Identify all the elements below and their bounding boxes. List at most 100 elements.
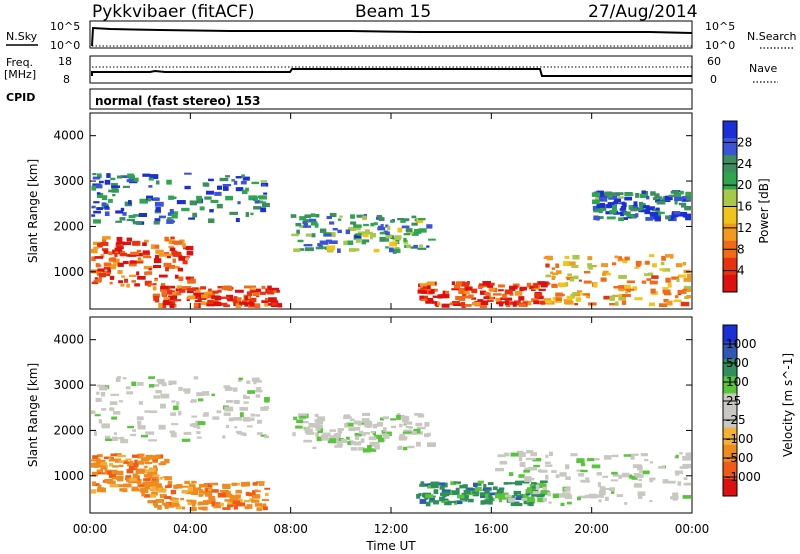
velocity-cell xyxy=(193,499,197,504)
power-cell xyxy=(468,294,474,299)
power-cell xyxy=(216,203,223,209)
velocity-cell xyxy=(362,412,371,417)
velocity-cell xyxy=(353,420,361,425)
power-cell xyxy=(649,280,658,285)
velocity-cell xyxy=(345,422,354,427)
velocity-cell xyxy=(169,497,176,501)
power-cell xyxy=(127,173,135,178)
power-cell xyxy=(93,210,101,214)
power-cell xyxy=(122,212,127,216)
power-cell xyxy=(495,297,502,302)
velocity-cell xyxy=(397,414,405,420)
power-cell xyxy=(163,299,170,304)
velocity-cell xyxy=(524,501,530,505)
power-cell xyxy=(403,237,407,242)
power-cell xyxy=(680,204,686,208)
power-cell xyxy=(441,303,450,308)
velocity-cell xyxy=(178,386,183,391)
velocity-cell xyxy=(222,484,231,489)
power-cell xyxy=(187,295,196,300)
velocity-cell xyxy=(426,442,436,448)
velocity-cell xyxy=(123,461,130,464)
x-tick-label: 12:00 xyxy=(374,522,409,536)
x-tick-label: 00:00 xyxy=(73,522,108,536)
power-cell xyxy=(617,192,624,196)
velocity-cell xyxy=(668,480,676,484)
power-cell xyxy=(658,196,662,200)
power-cell xyxy=(686,294,691,299)
power-cell xyxy=(304,247,314,252)
velocity-cell xyxy=(580,469,588,473)
power-cell xyxy=(100,254,105,258)
power-cell xyxy=(566,295,573,301)
velocity-cell xyxy=(584,494,594,499)
velocity-cell xyxy=(243,401,249,404)
power-cell xyxy=(206,303,215,306)
power-cell xyxy=(168,295,178,301)
velocity-cell xyxy=(130,433,137,437)
velocity-cell xyxy=(228,417,234,422)
power-cell xyxy=(92,241,101,245)
power-cell xyxy=(651,275,659,279)
power-cell xyxy=(624,284,631,289)
power-cell xyxy=(168,195,174,200)
power-cell xyxy=(176,200,186,205)
power-cell xyxy=(131,280,136,283)
velocity-cell xyxy=(225,399,234,403)
velocity-cell xyxy=(672,492,679,497)
velocity-cell xyxy=(211,393,216,397)
power-cell xyxy=(319,228,327,233)
velocity-cell xyxy=(147,482,151,486)
velocity-cell xyxy=(308,422,316,428)
power-cell xyxy=(498,301,506,304)
velocity-cell xyxy=(524,477,532,482)
velocity-cell xyxy=(93,431,98,436)
velocity-cell xyxy=(489,492,497,496)
velocity-cell xyxy=(203,412,209,415)
power-cell xyxy=(91,185,97,191)
power-cell xyxy=(686,196,691,201)
velocity-cell xyxy=(148,384,155,388)
power-cell xyxy=(602,272,607,276)
power-cell xyxy=(91,256,96,262)
power-cell xyxy=(664,195,673,201)
velocity-cell xyxy=(264,487,271,490)
velocity-cell xyxy=(198,501,204,506)
power-cell xyxy=(526,282,532,288)
power-cell xyxy=(431,301,438,304)
velocity-cell xyxy=(300,421,309,424)
power-cell xyxy=(184,185,191,190)
velocity-cell xyxy=(370,448,377,452)
velocity-cell xyxy=(137,489,142,492)
velocity-cell xyxy=(140,488,149,493)
velocity-cell xyxy=(151,491,158,496)
power-cell xyxy=(305,233,311,237)
power-cell xyxy=(493,287,498,293)
velocity-cell xyxy=(305,431,315,435)
power-cell xyxy=(134,283,140,287)
power-cell xyxy=(420,287,427,290)
power-cell xyxy=(555,270,562,275)
cpid-label: CPID xyxy=(6,91,35,104)
velocity-cell xyxy=(559,472,567,477)
power-cell xyxy=(556,293,565,297)
power-cell xyxy=(112,194,116,197)
power-cell xyxy=(673,299,682,302)
power-cell xyxy=(633,201,638,207)
power-cell xyxy=(94,277,99,280)
velocity-cell xyxy=(682,456,691,461)
velocity-cell xyxy=(175,503,180,506)
velocity-cell xyxy=(181,438,191,442)
velocity-cell xyxy=(111,476,117,480)
power-cell xyxy=(305,219,309,223)
velocity-cell xyxy=(244,419,252,422)
velocity-cell xyxy=(402,446,408,451)
power-cell xyxy=(262,183,266,187)
power-cell xyxy=(651,263,657,268)
power-cell xyxy=(393,248,401,253)
velocity-cell xyxy=(511,495,515,499)
power-cell xyxy=(460,302,466,307)
velocity-cell xyxy=(222,507,231,510)
power-ylabel: Slant Range [km] xyxy=(26,159,40,263)
velocity-cell xyxy=(487,482,494,486)
